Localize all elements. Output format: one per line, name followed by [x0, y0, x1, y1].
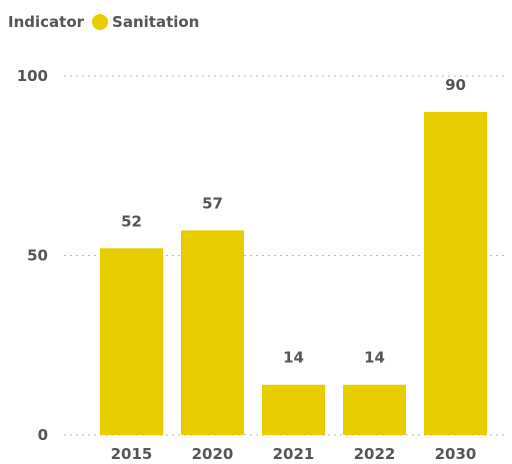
legend-swatch-icon: [92, 14, 109, 30]
x-tick-label: 2020: [192, 445, 234, 463]
bar: [343, 384, 406, 435]
x-tick-label: 2021: [273, 445, 315, 463]
legend: Indicator Sanitation: [8, 10, 199, 34]
bar: [100, 248, 163, 435]
x-tick-label: 2015: [111, 445, 153, 463]
y-tick-label: 0: [38, 426, 48, 444]
data-label: 52: [121, 212, 142, 230]
data-label: 14: [364, 349, 385, 367]
x-tick-label: 2030: [435, 445, 477, 463]
legend-label: Sanitation: [112, 13, 200, 31]
data-label: 14: [283, 349, 304, 367]
bar: [262, 384, 325, 435]
y-tick-label: 50: [27, 247, 48, 265]
legend-title: Indicator: [8, 13, 85, 31]
data-label: 90: [445, 76, 466, 94]
y-tick-label: 100: [17, 67, 48, 85]
data-label: 57: [202, 194, 223, 212]
bar: [181, 230, 244, 435]
legend-item-sanitation[interactable]: Sanitation: [92, 13, 199, 31]
bar: [424, 111, 487, 436]
x-tick-label: 2022: [354, 445, 396, 463]
